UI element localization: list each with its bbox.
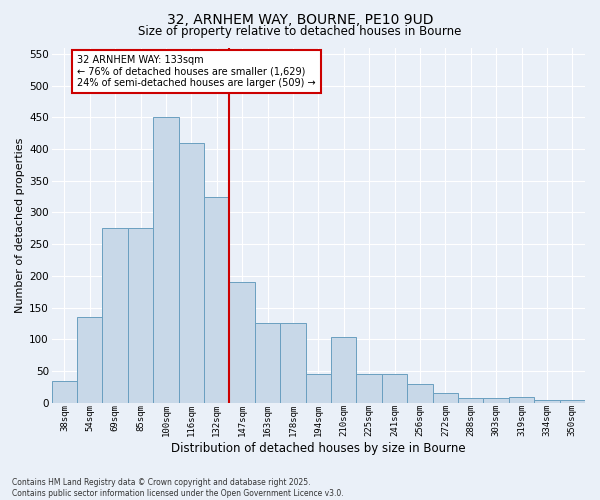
- Bar: [433, 392, 458, 403]
- Bar: [331, 338, 356, 403]
- Y-axis label: Number of detached properties: Number of detached properties: [15, 138, 25, 313]
- Bar: [204, 196, 229, 403]
- Bar: [560, 400, 585, 403]
- Bar: [77, 317, 103, 403]
- X-axis label: Distribution of detached houses by size in Bourne: Distribution of detached houses by size …: [171, 442, 466, 455]
- Text: 32, ARNHEM WAY, BOURNE, PE10 9UD: 32, ARNHEM WAY, BOURNE, PE10 9UD: [167, 12, 433, 26]
- Bar: [280, 324, 305, 403]
- Bar: [534, 400, 560, 403]
- Bar: [458, 398, 484, 403]
- Text: Contains HM Land Registry data © Crown copyright and database right 2025.
Contai: Contains HM Land Registry data © Crown c…: [12, 478, 344, 498]
- Bar: [179, 142, 204, 403]
- Bar: [128, 228, 153, 403]
- Bar: [255, 324, 280, 403]
- Bar: [356, 374, 382, 403]
- Bar: [509, 397, 534, 403]
- Text: Size of property relative to detached houses in Bourne: Size of property relative to detached ho…: [139, 25, 461, 38]
- Bar: [153, 118, 179, 403]
- Bar: [103, 228, 128, 403]
- Bar: [407, 384, 433, 403]
- Bar: [52, 380, 77, 403]
- Bar: [229, 282, 255, 403]
- Bar: [484, 398, 509, 403]
- Text: 32 ARNHEM WAY: 133sqm
← 76% of detached houses are smaller (1,629)
24% of semi-d: 32 ARNHEM WAY: 133sqm ← 76% of detached …: [77, 55, 316, 88]
- Bar: [382, 374, 407, 403]
- Bar: [305, 374, 331, 403]
